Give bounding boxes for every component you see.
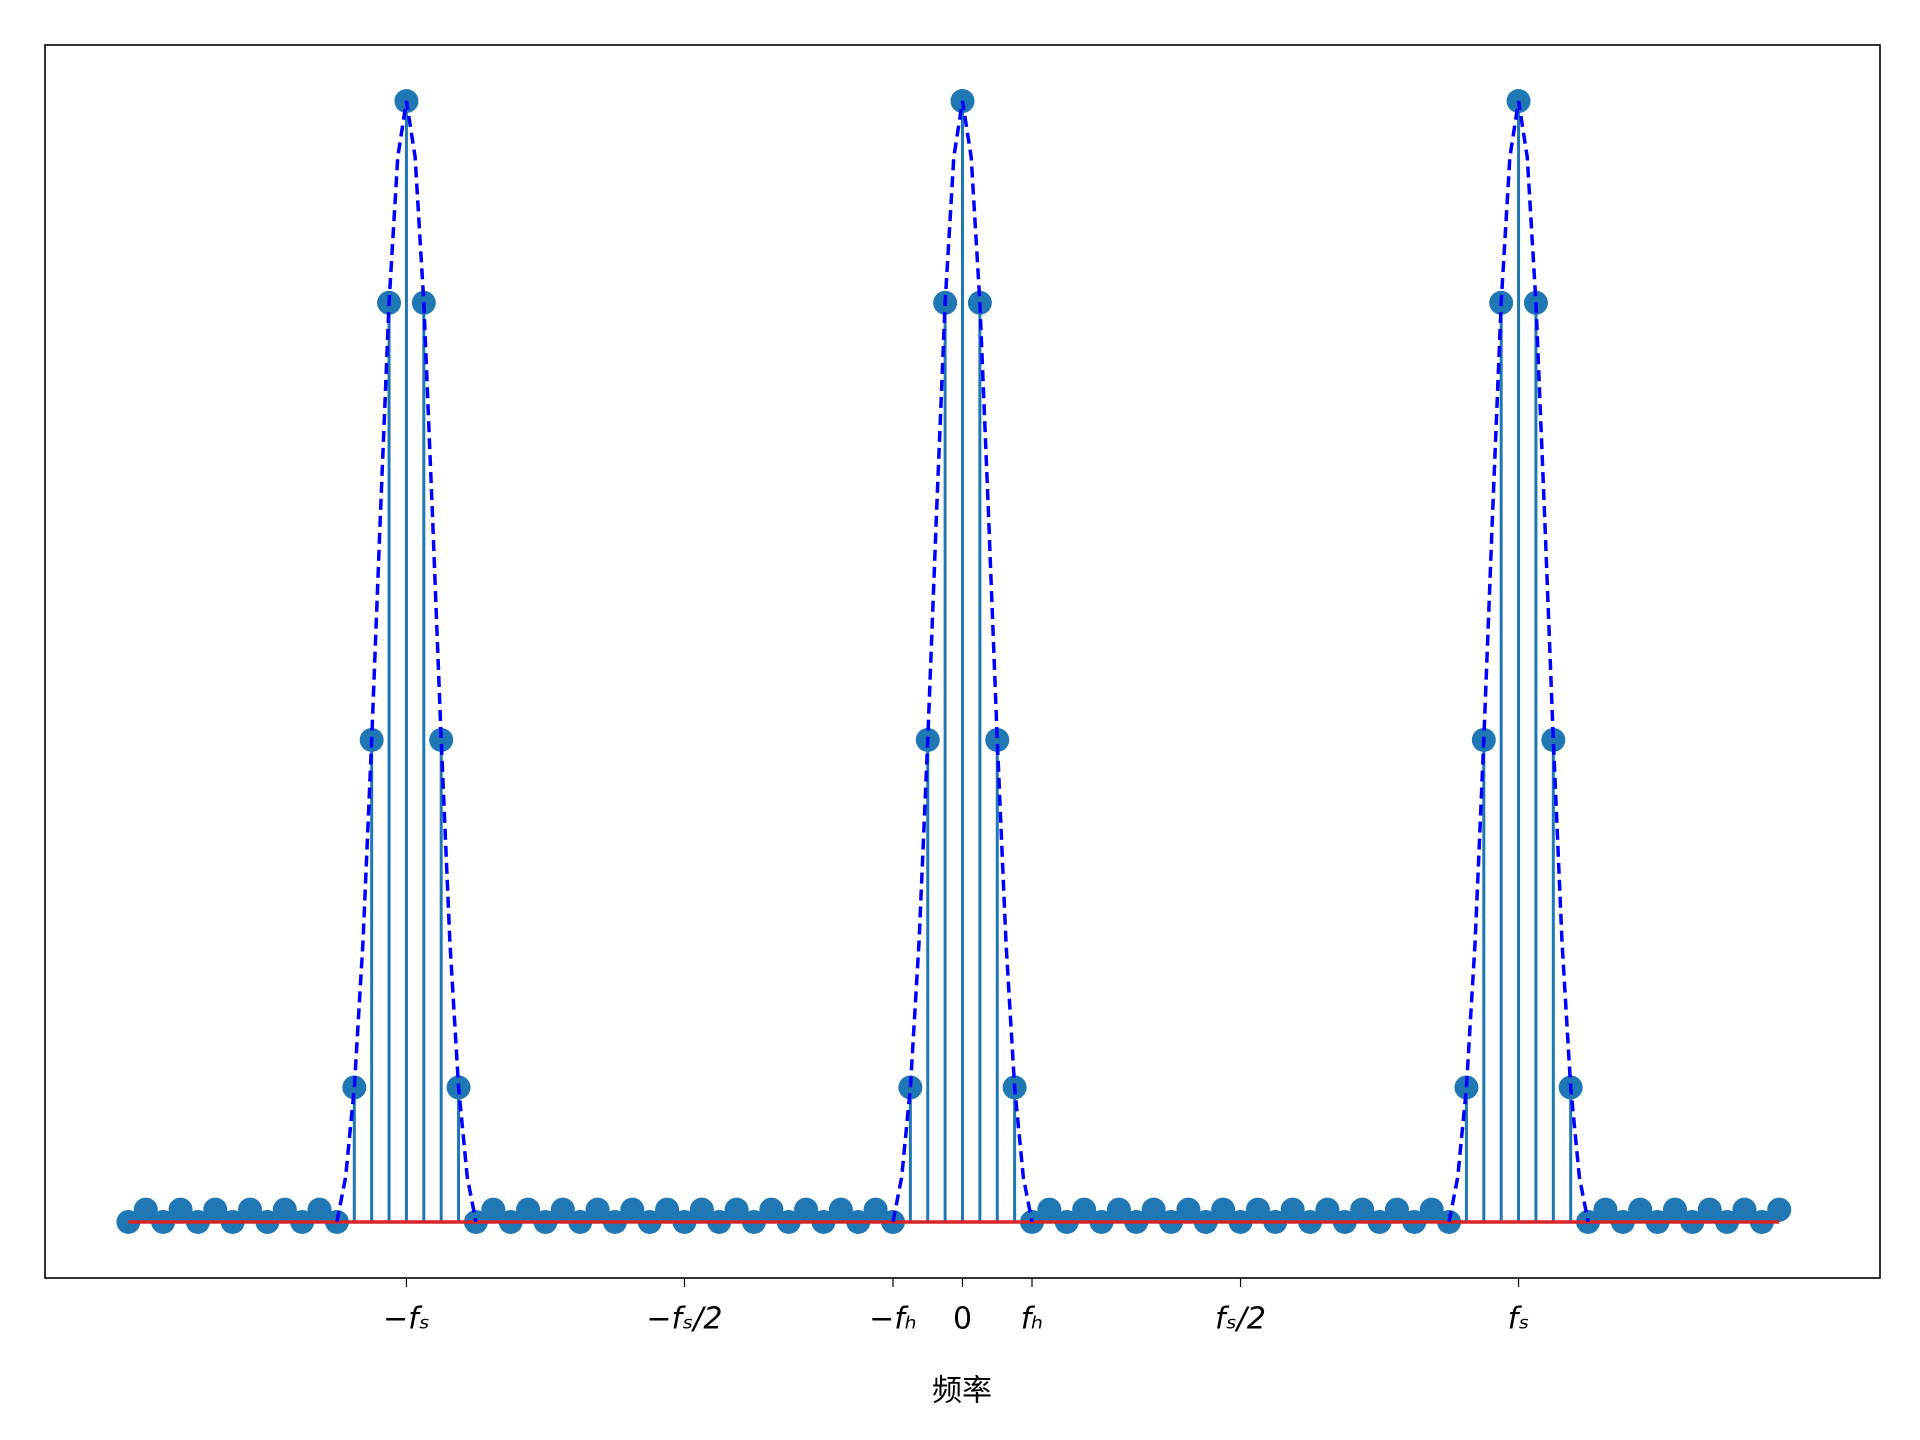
stem-marker [1106,1197,1131,1222]
stem-marker [516,1197,541,1222]
envelope-curve [335,100,1590,1223]
plot-frame [44,44,1881,1279]
stem-marker [342,1075,367,1100]
stem-marker [1245,1197,1270,1222]
x-tick-label: −fₛ/2 [646,1302,722,1337]
stem-marker [550,1197,575,1222]
stem-marker [1593,1197,1618,1222]
stem-marker [481,1197,506,1222]
stem-marker [620,1197,645,1222]
stem-marker [1176,1197,1201,1222]
x-tick-label: fₕ [1021,1302,1044,1337]
stem-marker [1697,1197,1722,1222]
stem-marker [1072,1197,1097,1222]
stem-marker [1037,1197,1062,1222]
stem-marker [655,1197,680,1222]
stem-marker [1141,1197,1166,1222]
stem-marker [1662,1197,1687,1222]
stem-marker [1384,1197,1409,1222]
stem-marker [1280,1197,1305,1222]
stem-marker [863,1197,888,1222]
stem-marker [689,1197,714,1222]
stem-marker [203,1197,228,1222]
stem-marker [272,1197,297,1222]
stem-marker [1767,1197,1792,1222]
stem-marker [585,1197,610,1222]
stem-marker [898,1075,923,1100]
stem-marker [238,1197,263,1222]
stem-marker [724,1197,749,1222]
stem-marker [1350,1197,1375,1222]
stem-marker [1454,1075,1479,1100]
x-tick-label: −fₛ [383,1302,430,1337]
stem-marker [1419,1197,1444,1222]
stem-marker [1315,1197,1340,1222]
stem-marker [794,1197,819,1222]
stem-marker [1628,1197,1653,1222]
stem-marker [828,1197,853,1222]
stem-marker [1541,727,1566,752]
stem-marker [759,1197,784,1222]
stem-marker [1211,1197,1236,1222]
x-tick-label: fₛ/2 [1215,1302,1266,1337]
stem-marker [168,1197,193,1222]
x-tick-label: 0 [953,1302,972,1337]
x-axis-label: 频率 [932,1374,992,1409]
stem-marker [429,727,454,752]
stem-marker [133,1197,158,1222]
stem-marker [985,727,1010,752]
x-tick-label: fₛ [1508,1302,1530,1337]
stem-marker [1732,1197,1757,1222]
x-tick-label: −fₕ [869,1302,917,1337]
stem-marker [307,1197,332,1222]
